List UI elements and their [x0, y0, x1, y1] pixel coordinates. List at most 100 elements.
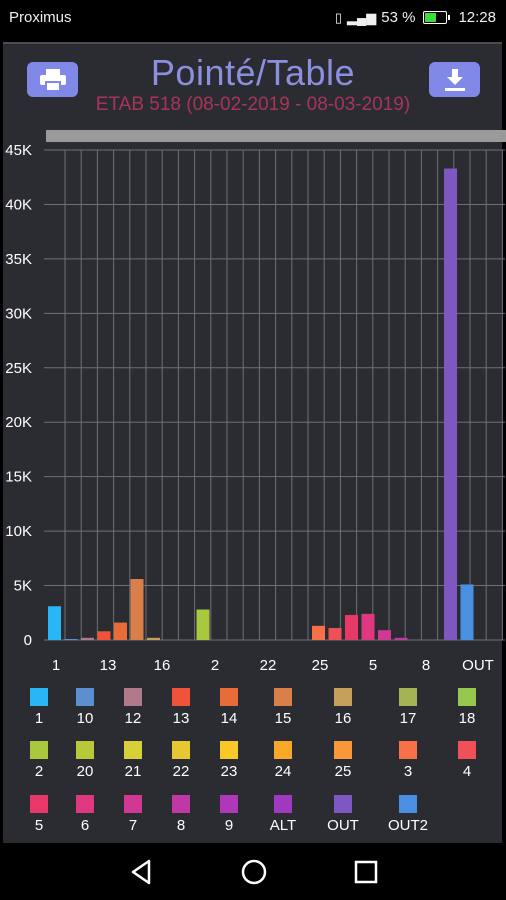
bar-7 [378, 630, 391, 640]
legend-item: 16 [313, 688, 373, 727]
page-title: Pointé/Table [150, 52, 356, 93]
legend-swatch [76, 741, 94, 759]
print-button[interactable] [27, 62, 78, 97]
legend-item: OUT2 [378, 795, 438, 834]
bar-15 [130, 579, 144, 640]
bar-16 [147, 637, 160, 640]
legend-item: 23 [199, 741, 259, 780]
legend-item: 24 [253, 741, 313, 780]
x-tick-label: 1 [52, 657, 60, 674]
bar-4 [328, 628, 342, 640]
legend-item: 18 [437, 688, 497, 727]
signal-4g-icon: ▂▄▆ [347, 9, 377, 25]
legend-swatch [124, 688, 142, 706]
legend-label: 13 [172, 710, 190, 727]
legend-item: 4 [437, 741, 497, 780]
legend-swatch [124, 795, 142, 813]
legend-label: 16 [334, 710, 352, 727]
bar-1 [48, 606, 61, 640]
legend-swatch [76, 795, 94, 813]
legend-label: 12 [124, 710, 142, 727]
bar-6 [361, 613, 375, 640]
y-tick-label: 15K [5, 469, 32, 486]
legend-item: 6 [55, 795, 115, 834]
legend-item: 15 [253, 688, 313, 727]
legend-item: 1 [9, 688, 69, 727]
legend-swatch [399, 741, 417, 759]
legend-label: 7 [128, 817, 138, 834]
legend-item: 3 [378, 741, 438, 780]
legend-item: 25 [313, 741, 373, 780]
legend-swatch [30, 688, 48, 706]
legend-item: 20 [55, 741, 115, 780]
legend-label: 14 [220, 710, 238, 727]
legend-label: OUT2 [387, 817, 428, 834]
status-right: ▯ ▂▄▆ 53 % 12:28 [335, 9, 496, 26]
legend-swatch [399, 688, 417, 706]
y-tick-label: 25K [5, 360, 32, 377]
legend-label: 6 [80, 817, 90, 834]
legend-item: 21 [103, 741, 163, 780]
x-tick-label: 16 [154, 657, 171, 674]
chart-scrollbar [46, 130, 506, 142]
legend-swatch [334, 741, 352, 759]
bar-OUT [444, 168, 457, 640]
legend-label: OUT [327, 817, 359, 834]
legend-swatch [30, 795, 48, 813]
legend-label: 10 [76, 710, 94, 727]
recents-icon[interactable] [351, 857, 381, 887]
bar-14 [114, 622, 127, 640]
bar-OUT2 [460, 584, 474, 640]
legend-item: 14 [199, 688, 259, 727]
x-tick-label: 8 [422, 657, 430, 674]
legend-item: 12 [103, 688, 163, 727]
legend-label: 15 [274, 710, 292, 727]
y-tick-label: 20K [5, 414, 32, 431]
battery-percent: 53 % [381, 9, 416, 26]
download-icon [444, 68, 465, 91]
bar-12 [81, 637, 94, 640]
back-icon[interactable] [127, 857, 157, 887]
x-tick-label: OUT [462, 657, 494, 674]
page-subtitle: ETAB 518 (08-02-2019 - 08-03-2019) [95, 94, 411, 115]
y-tick-label: 40K [5, 196, 32, 213]
legend-swatch [220, 741, 238, 759]
legend-swatch [334, 688, 352, 706]
legend-item: 17 [378, 688, 438, 727]
legend-label: 4 [462, 763, 472, 780]
legend-swatch [458, 688, 476, 706]
x-tick-label: 5 [369, 657, 377, 674]
home-icon[interactable] [239, 857, 269, 887]
legend-item: 8 [151, 795, 211, 834]
legend-swatch [274, 688, 292, 706]
legend-label: 23 [220, 763, 238, 780]
legend-swatch [124, 741, 142, 759]
legend-label: 2 [34, 763, 44, 780]
bar-5 [345, 614, 358, 640]
x-tick-label: 2 [211, 657, 219, 674]
legend-swatch [172, 741, 190, 759]
legend-label: 1 [34, 710, 44, 727]
chart-panel: Pointé/Table ETAB 518 (08-02-2019 - 08-0… [3, 42, 502, 844]
legend-label: 3 [403, 763, 413, 780]
legend-label: 17 [399, 710, 417, 727]
legend-item: 10 [55, 688, 115, 727]
legend-swatch [458, 741, 476, 759]
legend-swatch [334, 795, 352, 813]
legend-label: 18 [458, 710, 476, 727]
bar-2 [196, 609, 210, 640]
legend-label: 8 [176, 817, 186, 834]
legend-label: 25 [334, 763, 352, 780]
legend-swatch [274, 741, 292, 759]
legend-label: 20 [76, 763, 94, 780]
battery-icon [423, 11, 451, 24]
legend-label: 5 [34, 817, 44, 834]
legend-swatch [399, 795, 417, 813]
legend-label: ALT [269, 817, 297, 834]
legend-label: 9 [224, 817, 234, 834]
legend-label: 24 [274, 763, 292, 780]
legend-label: 22 [172, 763, 190, 780]
download-button[interactable] [429, 62, 480, 97]
y-tick-label: 45K [5, 142, 32, 159]
legend-swatch [172, 795, 190, 813]
